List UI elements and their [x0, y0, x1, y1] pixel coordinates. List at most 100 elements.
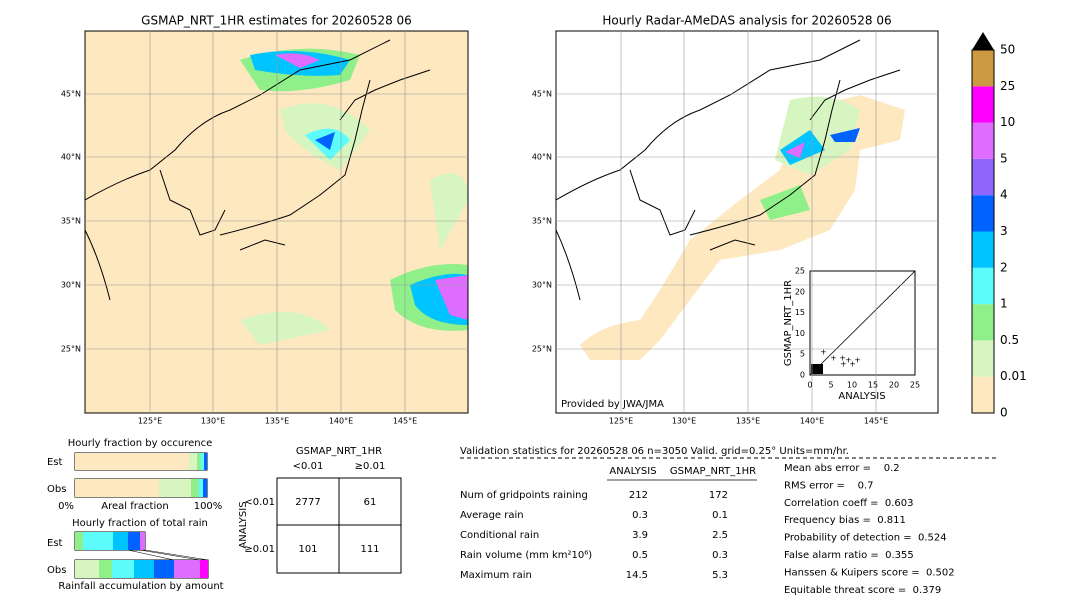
scatter-ylabel: GSMAP_NRT_1HR	[783, 280, 794, 366]
row-header: <0.01	[244, 497, 275, 508]
stat-label: Conditional rain	[460, 530, 539, 541]
left-map-frame	[84, 30, 469, 414]
lat-label: 35°N	[532, 217, 552, 226]
colorbar-label: 0.01	[1000, 369, 1027, 383]
axis-label: 0%	[58, 501, 74, 512]
scatter-y-tick: 10	[795, 329, 805, 338]
map-title: GSMAP_NRT_1HR estimates for 20260528 06	[141, 14, 412, 28]
row-label: Obs	[47, 484, 66, 495]
score: Hanssen & Kuipers score = 0.502	[784, 567, 955, 578]
colorbar-band	[972, 231, 994, 268]
contingency-grid	[276, 477, 402, 574]
colorbar-band	[972, 158, 994, 196]
scatter-y-tick: 20	[795, 287, 805, 296]
stat-label: Average rain	[460, 510, 524, 521]
lat-label: 30°N	[61, 281, 81, 290]
lat-label: 30°N	[532, 281, 552, 290]
stat-value: 172	[709, 490, 728, 501]
stat-value: 0.1	[712, 510, 728, 521]
cell: 61	[364, 497, 377, 508]
score: RMS error = 0.7	[784, 480, 874, 491]
occurrence-bars	[74, 452, 208, 498]
scatter-points: + ++ +++ +	[811, 348, 861, 374]
colorbar-label: 0	[1000, 406, 1008, 420]
credit: Provided by JWA/JMA	[561, 399, 664, 410]
lat-label: 35°N	[61, 217, 81, 226]
validation-header: Validation statistics for 20260528 06 n=…	[460, 446, 849, 457]
contingency-ylabel: ANALYSIS	[238, 501, 249, 548]
cell: 111	[360, 544, 379, 555]
stat-value: 3.9	[632, 530, 648, 541]
stat-value: 14.5	[626, 570, 648, 581]
stat-value: 0.3	[712, 550, 728, 561]
row-header: ≥0.01	[244, 544, 275, 555]
score: Correlation coeff = 0.603	[784, 498, 914, 509]
lon-label: 140°E	[329, 417, 353, 426]
scatter-x-tick: 15	[868, 381, 878, 390]
row-label: Est	[47, 457, 63, 468]
colorbar-frame	[971, 49, 995, 414]
diagonal	[809, 270, 916, 376]
stat-label: Rain volume (mm km²10⁶)	[460, 550, 592, 561]
score: Probability of detection = 0.524	[784, 533, 947, 544]
colorbar-label: 5	[1000, 151, 1008, 165]
lon-label: 140°E	[800, 417, 824, 426]
svg-text:+ +: + +	[845, 356, 861, 365]
occurrence-title: Hourly fraction by occurence	[68, 438, 212, 449]
lat-label: 40°N	[61, 153, 81, 162]
colorbar-label: 25	[1000, 79, 1015, 93]
col-header: ANALYSIS	[609, 466, 656, 477]
colorbar-band	[972, 86, 994, 123]
lon-label: 125°E	[609, 417, 633, 426]
colorbar-band	[972, 50, 994, 87]
stat-label: Maximum rain	[460, 570, 532, 581]
stat-value: 5.3	[712, 570, 728, 581]
col-header: GSMAP_NRT_1HR	[670, 466, 756, 477]
lat-label: 45°N	[61, 90, 81, 99]
colorbar-band	[972, 376, 994, 413]
scatter-x-tick: 0	[807, 381, 812, 390]
col-header: ≥0.01	[355, 461, 386, 472]
lon-label: 125°E	[138, 417, 162, 426]
colorbar-label: 2	[1000, 260, 1008, 274]
stat-value: 0.5	[632, 550, 648, 561]
lon-label: 145°E	[864, 417, 888, 426]
colorbar-band	[972, 122, 994, 159]
cell: 2777	[295, 497, 320, 508]
stat-value: 0.3	[632, 510, 648, 521]
score: Equitable threat score = 0.379	[784, 585, 941, 596]
scatter-xlabel: ANALYSIS	[838, 391, 885, 402]
colorbar-band	[972, 267, 994, 305]
scatter-x-tick: 20	[889, 381, 899, 390]
axis-label: Areal fraction	[101, 501, 168, 512]
svg-text:+: +	[820, 348, 827, 357]
right-map	[556, 31, 938, 413]
amount-bars	[74, 531, 209, 579]
svg-text:+ +: + +	[830, 354, 846, 363]
scatter-x-tick: 10	[847, 381, 857, 390]
map-title: Hourly Radar-AMeDAS analysis for 2026052…	[602, 14, 891, 28]
cell: 101	[298, 544, 317, 555]
lon-label: 145°E	[393, 417, 417, 426]
col-header: <0.01	[293, 461, 324, 472]
left-map	[85, 31, 468, 413]
amount-title: Hourly fraction of total rain	[72, 518, 208, 529]
contingency-title: GSMAP_NRT_1HR	[296, 446, 382, 457]
colorbar-label: 10	[1000, 115, 1015, 129]
lat-label: 45°N	[532, 90, 552, 99]
lat-label: 40°N	[532, 153, 552, 162]
colorbar-label: 0.5	[1000, 333, 1019, 347]
lon-label: 135°E	[736, 417, 760, 426]
row-label: Obs	[47, 565, 66, 576]
lon-label: 130°E	[672, 417, 696, 426]
svg-text:+ +: + +	[840, 360, 856, 369]
colorbar-band	[972, 195, 994, 232]
lon-label: 130°E	[201, 417, 225, 426]
colorbar-label: 1	[1000, 297, 1008, 311]
scatter-x-tick: 25	[910, 381, 920, 390]
scatter-y-tick: 5	[800, 350, 805, 359]
colorbar-label: 4	[1000, 188, 1008, 202]
score: False alarm ratio = 0.355	[784, 550, 914, 561]
scatter-y-tick: 25	[795, 267, 805, 276]
